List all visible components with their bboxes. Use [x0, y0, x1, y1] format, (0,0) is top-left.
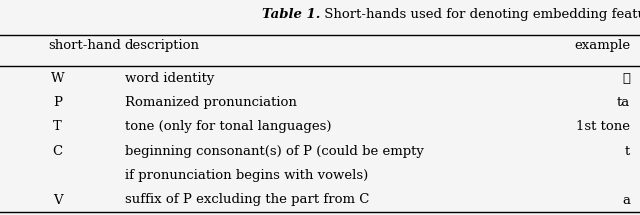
Text: word identity: word identity	[125, 72, 214, 85]
Text: a: a	[622, 194, 630, 206]
Text: C: C	[52, 145, 63, 158]
Text: V: V	[52, 194, 63, 206]
Text: example: example	[574, 39, 630, 52]
Text: tone (only for tonal languages): tone (only for tonal languages)	[125, 120, 332, 133]
Text: beginning consonant(s) of P (could be empty: beginning consonant(s) of P (could be em…	[125, 145, 424, 158]
Text: Table 1.: Table 1.	[262, 8, 320, 20]
Text: Short-hands used for denoting embedding features.: Short-hands used for denoting embedding …	[320, 8, 640, 20]
Text: W: W	[51, 72, 65, 85]
Text: description: description	[125, 39, 200, 52]
Text: T: T	[53, 120, 62, 133]
Text: ta: ta	[617, 96, 630, 109]
Text: if pronunciation begins with vowels): if pronunciation begins with vowels)	[125, 169, 368, 182]
Text: t: t	[625, 145, 630, 158]
Text: 他: 他	[622, 72, 630, 85]
Text: 1st tone: 1st tone	[577, 120, 630, 133]
Text: suffix of P excluding the part from C: suffix of P excluding the part from C	[125, 194, 369, 206]
Text: short-hand: short-hand	[48, 39, 121, 52]
Text: Romanized pronunciation: Romanized pronunciation	[125, 96, 297, 109]
Text: P: P	[53, 96, 62, 109]
